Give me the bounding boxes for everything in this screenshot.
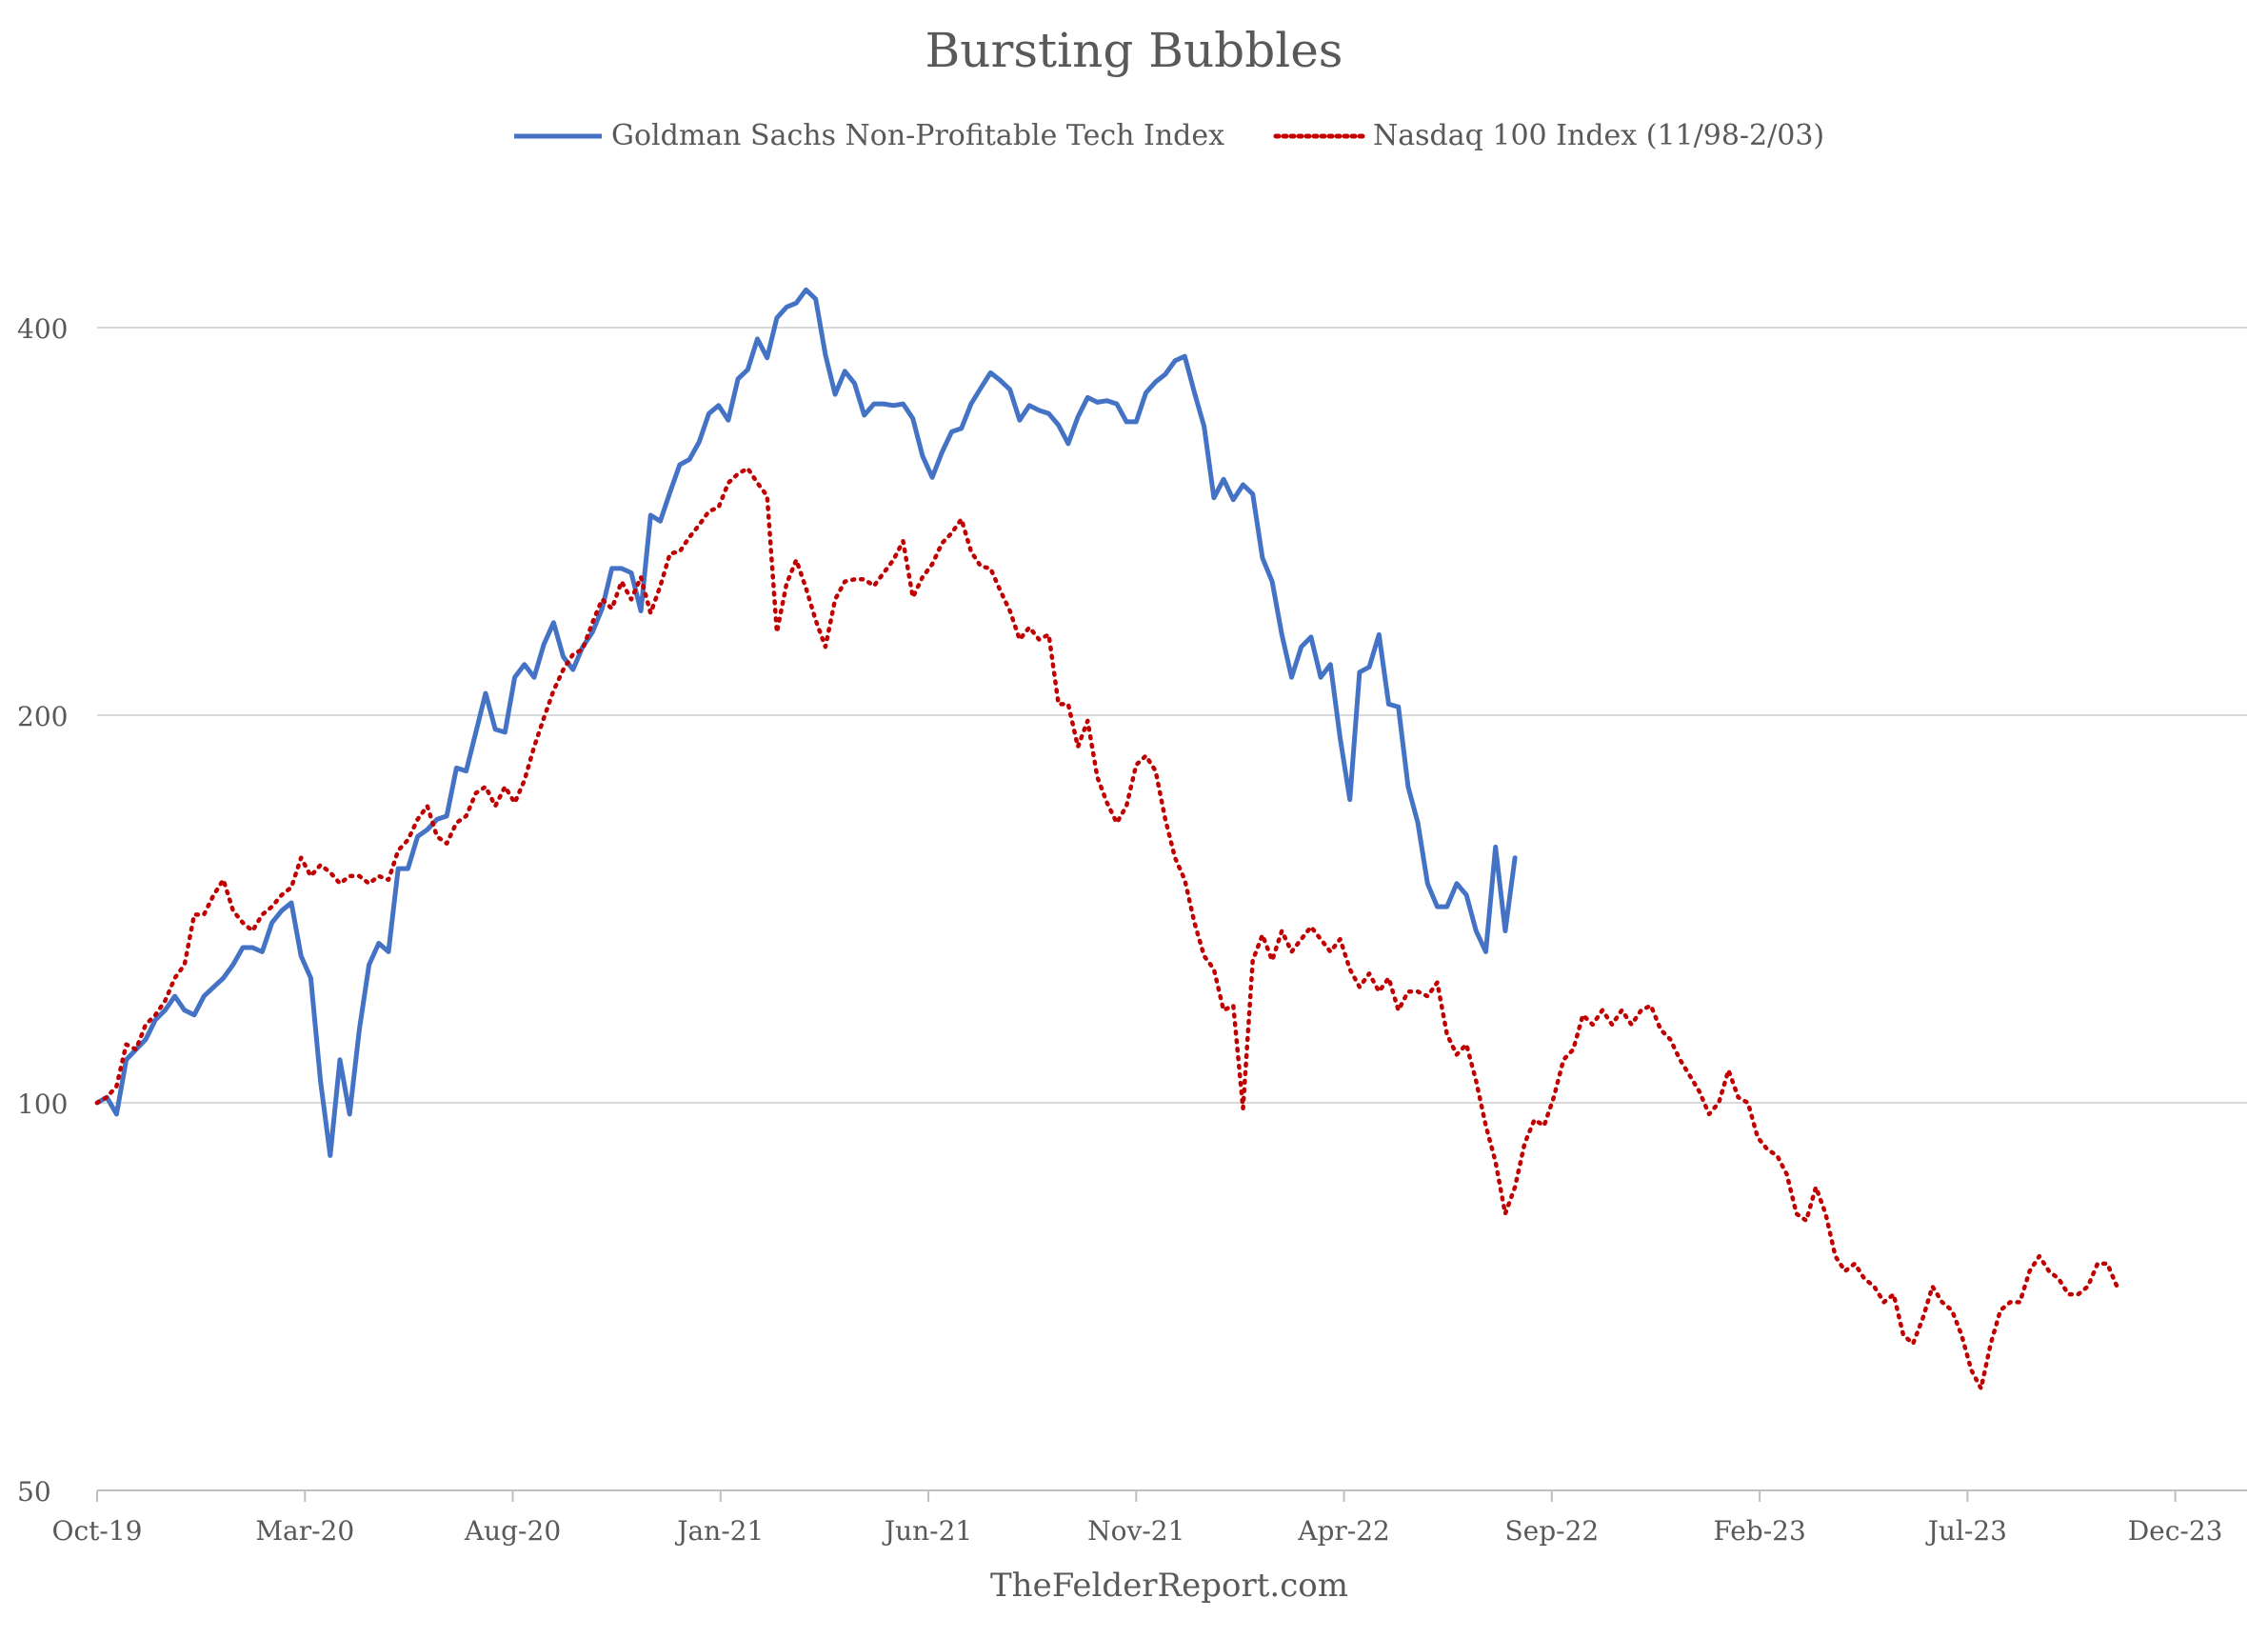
- gridlines: [97, 327, 2247, 1104]
- y-tick-label: 400: [17, 313, 68, 345]
- y-tick-label: 100: [17, 1089, 68, 1120]
- chart-title: Bursting Bubbles: [925, 23, 1343, 78]
- x-tick-label: Apr-22: [1297, 1515, 1390, 1547]
- y-tick-label: 50: [17, 1476, 51, 1508]
- series-line-2: [94, 466, 2119, 1391]
- legend-label-series-1: Goldman Sachs Non-Profitable Tech Index: [611, 119, 1224, 152]
- footer-source: TheFelderReport.com: [990, 1567, 1348, 1605]
- legend-label-series-2: Nasdaq 100 Index (11/98-2/03): [1373, 119, 1824, 152]
- y-tick-label: 200: [17, 701, 68, 732]
- legend: Goldman Sachs Non-Profitable Tech Index …: [514, 119, 1824, 152]
- x-tick-label: Jul-23: [1925, 1515, 2007, 1547]
- series-lines: [94, 287, 2119, 1391]
- y-axis-labels: 50 100 200 400: [17, 313, 68, 1508]
- x-tick-label: Jan-21: [674, 1515, 764, 1547]
- x-tick-label: Nov-21: [1087, 1515, 1184, 1547]
- x-tick-label: Oct-19: [52, 1515, 143, 1547]
- series-line-1: [94, 287, 1518, 1158]
- x-tick-label: Aug-20: [464, 1515, 561, 1547]
- x-tick-label: Sep-22: [1504, 1515, 1599, 1547]
- x-tick-label: Dec-23: [2128, 1515, 2223, 1547]
- x-tick-label: Jun-21: [882, 1515, 972, 1547]
- x-axis-ticks: Oct-19 Mar-20 Aug-20 Jan-21 Jun-21 Nov-21 Apr-…: [52, 1490, 2223, 1547]
- x-tick-label: Feb-23: [1713, 1515, 1805, 1547]
- x-tick-label: Mar-20: [255, 1515, 354, 1547]
